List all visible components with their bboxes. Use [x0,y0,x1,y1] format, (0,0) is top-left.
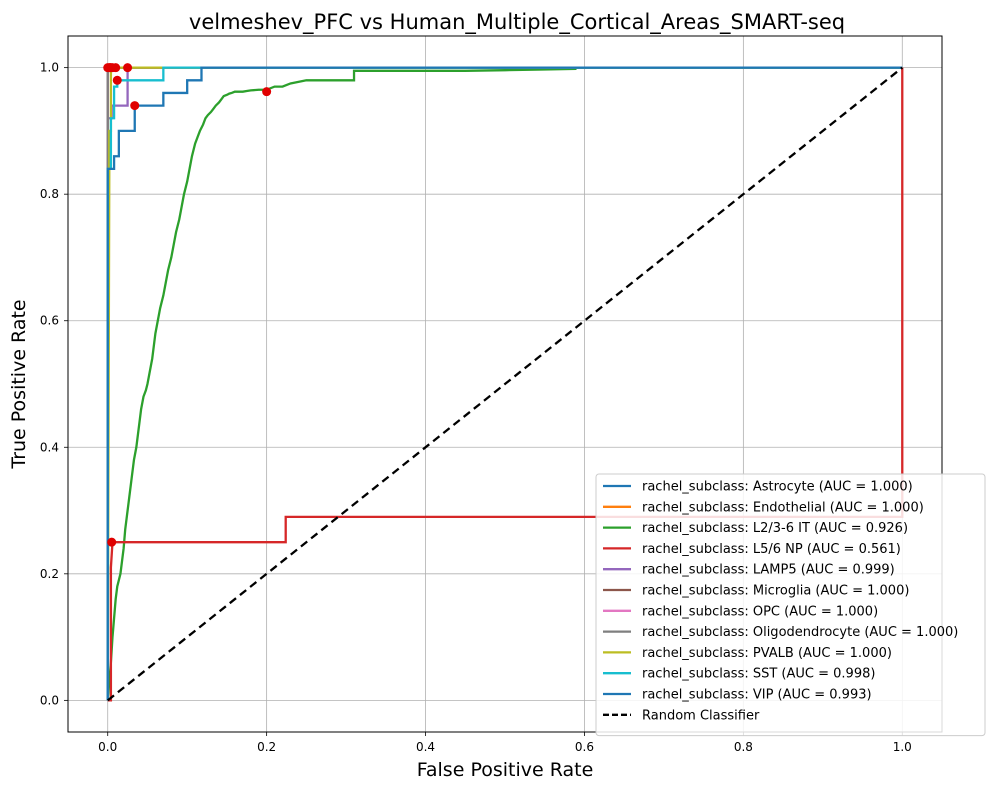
legend-label-7: rachel_subclass: Oligodendrocyte (AUC = … [642,625,958,640]
series-marker-3 [107,537,117,547]
legend-label-5: rachel_subclass: Microglia (AUC = 1.000) [642,584,909,599]
legend-label-1: rachel_subclass: Endothelial (AUC = 1.00… [642,500,924,515]
plot-border [67,35,943,733]
series-marker-10 [130,101,140,111]
series-line-10 [106,66,903,701]
series-marker-8 [111,63,121,73]
legend-frame [595,473,986,737]
legend-label-0: rachel_subclass: Astrocyte (AUC = 1.000) [642,480,913,495]
series-markers [103,63,272,547]
legend-label-6: rachel_subclass: OPC (AUC = 1.000) [642,604,878,619]
x-axis-label: False Positive Rate [417,759,594,781]
y-tick-label: 0.6 [40,314,59,328]
legend-label-4: rachel_subclass: LAMP5 (AUC = 0.999) [642,563,895,578]
y-axis-label: True Positive Rate [8,299,30,469]
x-tick-label: 0.0 [98,740,117,754]
random-classifier-line [107,66,903,702]
axis-ticks: 0.0 0.2 0.4 0.6 0.8 1.0 0.0 0.2 0.4 0.6 0.8 1.0 [40,61,912,754]
legend-label-2: rachel_subclass: L2/3-6 IT (AUC = 0.926) [642,521,908,536]
x-tick-label: 0.6 [575,740,594,754]
legend-label-8: rachel_subclass: PVALB (AUC = 1.000) [642,646,892,661]
y-tick-label: 0.4 [40,440,59,454]
x-tick-label: 1.0 [893,740,912,754]
y-tick-label: 0.8 [40,187,59,201]
series-marker-2 [262,87,272,97]
x-tick-label: 0.2 [257,740,276,754]
x-tick-label: 0.8 [734,740,753,754]
x-tick-label: 0.4 [416,740,435,754]
legend-label-11: Random Classifier [642,708,760,723]
y-tick-label: 1.0 [40,61,59,75]
y-tick-label: 0.2 [40,567,59,581]
series-marker-4 [123,63,133,73]
legend-label-10: rachel_subclass: VIP (AUC = 0.993) [642,688,872,703]
legend: rachel_subclass: Astrocyte (AUC = 1.000)… [595,473,986,737]
chart-title: velmeshev_PFC vs Human_Multiple_Cortical… [189,10,845,35]
series-line-2 [106,67,577,701]
legend-label-3: rachel_subclass: L5/6 NP (AUC = 0.561) [642,542,901,557]
y-tick-label: 0.0 [40,693,59,707]
series-marker-9 [112,75,122,85]
legend-label-9: rachel_subclass: SST (AUC = 0.998) [642,667,875,682]
